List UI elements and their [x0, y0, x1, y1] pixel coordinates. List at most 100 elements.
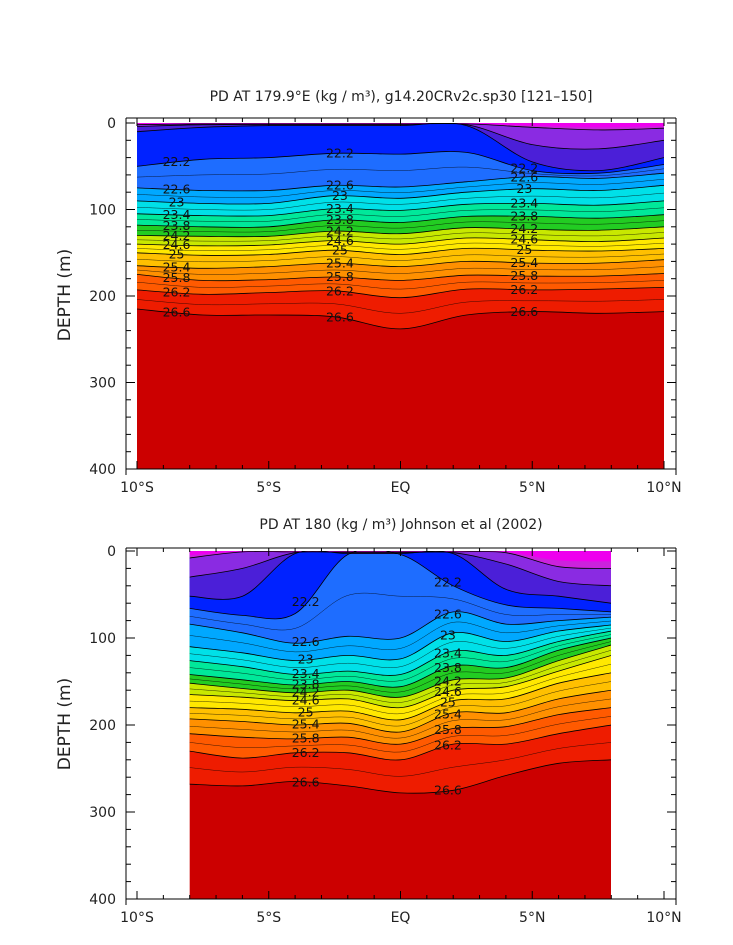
- top-contour-minor-6: [137, 207, 664, 223]
- top-contour-label: 26.6: [163, 305, 191, 320]
- bot-contour-label: 25.8: [434, 722, 462, 737]
- top-contour-label: 22.6: [326, 177, 354, 192]
- top-y-axis-label: DEPTH (m): [55, 249, 75, 341]
- bot-contour-24.6: [189, 655, 611, 709]
- top-contour-minor-13: [137, 299, 664, 314]
- top-contour-minor-7: [137, 220, 664, 233]
- top-contour-label: 23.4: [510, 196, 538, 211]
- bot-contour-26.6: [189, 759, 611, 794]
- top-contour-25: [137, 247, 664, 256]
- top-contour-label: 23: [169, 194, 185, 209]
- top-x-tick-label: 10°S: [120, 480, 154, 496]
- top-contour-minor-10: [137, 253, 664, 263]
- top-contour-label: 22.2: [163, 154, 191, 169]
- top-contour-minor-11: [137, 266, 664, 275]
- bot-y-tick-label: 200: [89, 718, 116, 734]
- top-y-tick-label: 300: [89, 376, 116, 392]
- bot-contour-label: 23.8: [292, 676, 320, 691]
- bot-x-tick-label: 10°S: [120, 910, 154, 926]
- top-contour-minor-5: [137, 192, 664, 211]
- top-y-tick-label: 100: [89, 203, 116, 219]
- bot-contour-label: 25: [440, 695, 456, 710]
- top-x-tick-label: 10°N: [646, 480, 681, 496]
- top-contour-label: 26.2: [326, 283, 354, 298]
- bot-contour-label: 22.6: [292, 634, 320, 649]
- top-chart-title: PD AT 179.9°E (kg / m³), g14.20CRv2c.sp3…: [210, 89, 593, 105]
- bot-y-tick-label: 100: [89, 631, 116, 647]
- top-contour-label: 23.8: [510, 208, 538, 223]
- bot-contour-label: 25.4: [292, 717, 320, 732]
- bot-contour-minor-12: [189, 716, 611, 753]
- bot-contour-minor-9: [189, 663, 611, 715]
- top-band-1: [137, 123, 664, 150]
- top-contour-label: 24.2: [163, 228, 191, 243]
- top-contour-label: 23: [516, 181, 532, 196]
- bottom-y-axis-label: DEPTH (m): [55, 678, 75, 770]
- bot-contour-label: 23.4: [292, 666, 320, 681]
- bot-y-tick-label: 0: [107, 544, 116, 560]
- top-contour-label: 25: [332, 243, 348, 258]
- top-contour-label: 26.6: [326, 310, 354, 325]
- bot-contour-26.2: [189, 724, 611, 761]
- top-contour-label: 24.6: [326, 233, 354, 248]
- top-contour-label: 23.4: [163, 207, 191, 222]
- top-contour-label: 23.4: [326, 201, 354, 216]
- bot-contour-label: 24.2: [434, 674, 462, 689]
- bot-contour-label: 26.2: [292, 745, 320, 760]
- top-contour-label: 25.4: [163, 259, 191, 274]
- bot-contour-label: 24.6: [434, 684, 462, 699]
- bot-contour-label: 26.6: [292, 774, 320, 789]
- top-y-tick-label: 400: [89, 462, 116, 478]
- top-contour-23: [137, 184, 664, 205]
- top-contour-label: 24.2: [510, 221, 538, 236]
- bot-contour-label: 23: [440, 627, 456, 642]
- bot-contour-25: [189, 672, 611, 721]
- bot-contour-minor-11: [189, 698, 611, 739]
- top-x-tick-label: EQ: [391, 480, 411, 496]
- bot-contour-label: 26.2: [434, 738, 462, 753]
- top-contour-label: 22.6: [510, 169, 538, 184]
- bot-x-tick-label: 5°S: [256, 910, 281, 926]
- top-contour-label: 25.8: [510, 268, 538, 283]
- bot-contour-label: 22.2: [292, 594, 320, 609]
- bot-contour-25.4: [189, 689, 611, 733]
- bot-contour-23: [189, 624, 611, 662]
- top-contour-24.6: [137, 237, 664, 247]
- bot-contour-minor-8: [189, 650, 611, 703]
- bot-contour-label: 23.8: [434, 660, 462, 675]
- bottom-axes: 10°S 5°S EQ 5°N 10°N 0 100 200 300 400: [89, 544, 681, 926]
- top-x-tick-label: 5°N: [519, 480, 545, 496]
- bot-contour-label: 25: [298, 704, 314, 719]
- bot-contour-minor-4: [189, 620, 611, 653]
- top-contour-23.8: [137, 214, 664, 228]
- top-contour-label: 24.2: [326, 223, 354, 238]
- top-axes: 10°S 5°S EQ 5°N 10°N 0 100 200 300 400: [89, 116, 681, 496]
- top-contour-22.6: [137, 172, 664, 192]
- top-contour-label: 25.4: [326, 255, 354, 270]
- bot-contour-label: 24.6: [292, 692, 320, 707]
- top-contour-label: 25: [169, 246, 185, 261]
- top-x-tick-label: 5°S: [256, 480, 281, 496]
- top-contour-label: 24.6: [163, 237, 191, 252]
- bot-contour-minor-6: [189, 634, 611, 682]
- bot-x-tick-label: 10°N: [646, 910, 681, 926]
- top-y-tick-label: 200: [89, 289, 116, 305]
- bottom-contour-labels: 22.222.222.622.6232323.423.423.823.824.2…: [292, 575, 462, 798]
- bot-contour-minor-5: [189, 627, 611, 668]
- bottom-panel: 22.222.222.622.6232323.423.423.823.824.2…: [55, 517, 682, 926]
- bot-contour-label: 25.8: [292, 731, 320, 746]
- top-contour-label: 22.2: [510, 160, 538, 175]
- top-contour-minor-3: [137, 166, 664, 178]
- top-contour-label: 22.6: [163, 181, 191, 196]
- bot-band-1: [189, 551, 611, 586]
- top-contour-label: 25.8: [326, 269, 354, 284]
- bot-y-tick-label: 400: [89, 892, 116, 908]
- bot-contour-minor-7: [189, 641, 611, 693]
- top-contour-label: 24.6: [510, 232, 538, 247]
- bot-x-tick-label: EQ: [391, 910, 411, 926]
- bot-y-tick-label: 300: [89, 805, 116, 821]
- bot-contour-label: 22.6: [434, 607, 462, 622]
- bot-contour-22.6: [189, 611, 611, 644]
- bot-contour-label: 24.2: [292, 684, 320, 699]
